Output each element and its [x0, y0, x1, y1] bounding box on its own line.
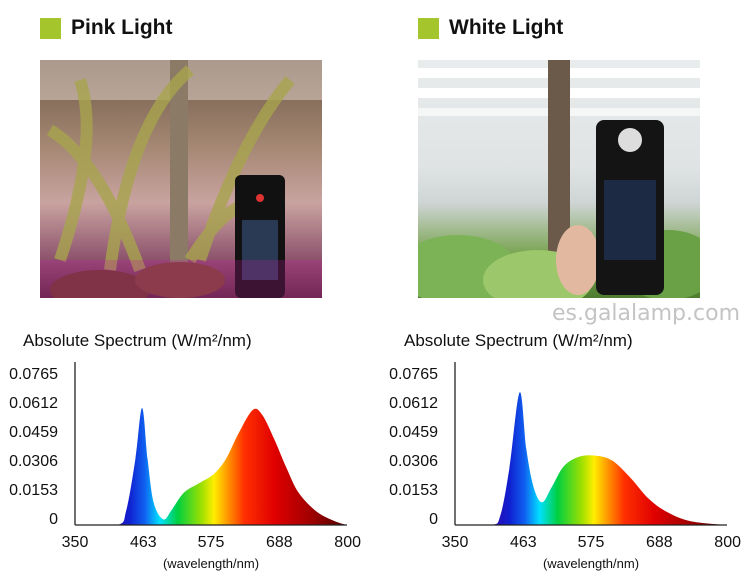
y-tick-label: 0.0765: [9, 366, 58, 383]
y-tick-label: 0: [49, 511, 58, 528]
y-tick-label: 0.0459: [9, 424, 58, 441]
x-axis-label: (wavelength/nm): [163, 556, 259, 571]
y-tick-label: 0.0153: [9, 482, 58, 499]
x-tick-label: 688: [646, 534, 673, 551]
chart-title-pink: Absolute Spectrum (W/m²/nm): [23, 331, 252, 350]
x-tick-label: 575: [578, 534, 605, 551]
panel-title-pink: Pink Light: [40, 16, 173, 40]
x-tick-label: 350: [442, 534, 469, 551]
white-grow-light-photo: [418, 60, 700, 298]
y-tick-label: 0.0612: [9, 395, 58, 412]
y-tick-label: 0.0306: [389, 453, 438, 470]
x-tick-label: 350: [62, 534, 89, 551]
panel-title-white: White Light: [418, 16, 563, 40]
x-tick-label: 800: [334, 534, 361, 551]
pink-grow-light-photo: [40, 60, 322, 298]
y-tick-label: 0.0153: [389, 482, 438, 499]
pink-light-title: Pink Light: [71, 16, 173, 39]
x-tick-label: 463: [130, 534, 157, 551]
y-tick-label: 0.0459: [389, 424, 438, 441]
green-square-icon: [40, 17, 61, 39]
x-tick-label: 463: [510, 534, 537, 551]
y-tick-label: 0: [429, 511, 438, 528]
spectrum-chart-white: 0 0.0153 0.0306 0.0459 0.0612 0.0765 350 463 575…: [389, 362, 741, 571]
x-tick-label: 688: [266, 534, 293, 551]
spectrum-area: [75, 408, 347, 525]
y-tick-label: 0.0612: [389, 395, 438, 412]
x-tick-label: 575: [198, 534, 225, 551]
y-tick-label: 0.0306: [9, 453, 58, 470]
white-light-title: White Light: [449, 16, 564, 39]
y-tick-label: 0.0765: [389, 366, 438, 383]
green-square-icon: [418, 17, 439, 39]
x-tick-label: 800: [714, 534, 741, 551]
spectrum-chart-pink: 0 0.0153 0.0306 0.0459 0.0612 0.0765 350 463 575…: [9, 362, 361, 571]
watermark: es.galalamp.com: [552, 301, 740, 326]
chart-title-white: Absolute Spectrum (W/m²/nm): [404, 331, 633, 350]
spectrum-area: [455, 392, 727, 525]
x-axis-label: (wavelength/nm): [543, 556, 639, 571]
